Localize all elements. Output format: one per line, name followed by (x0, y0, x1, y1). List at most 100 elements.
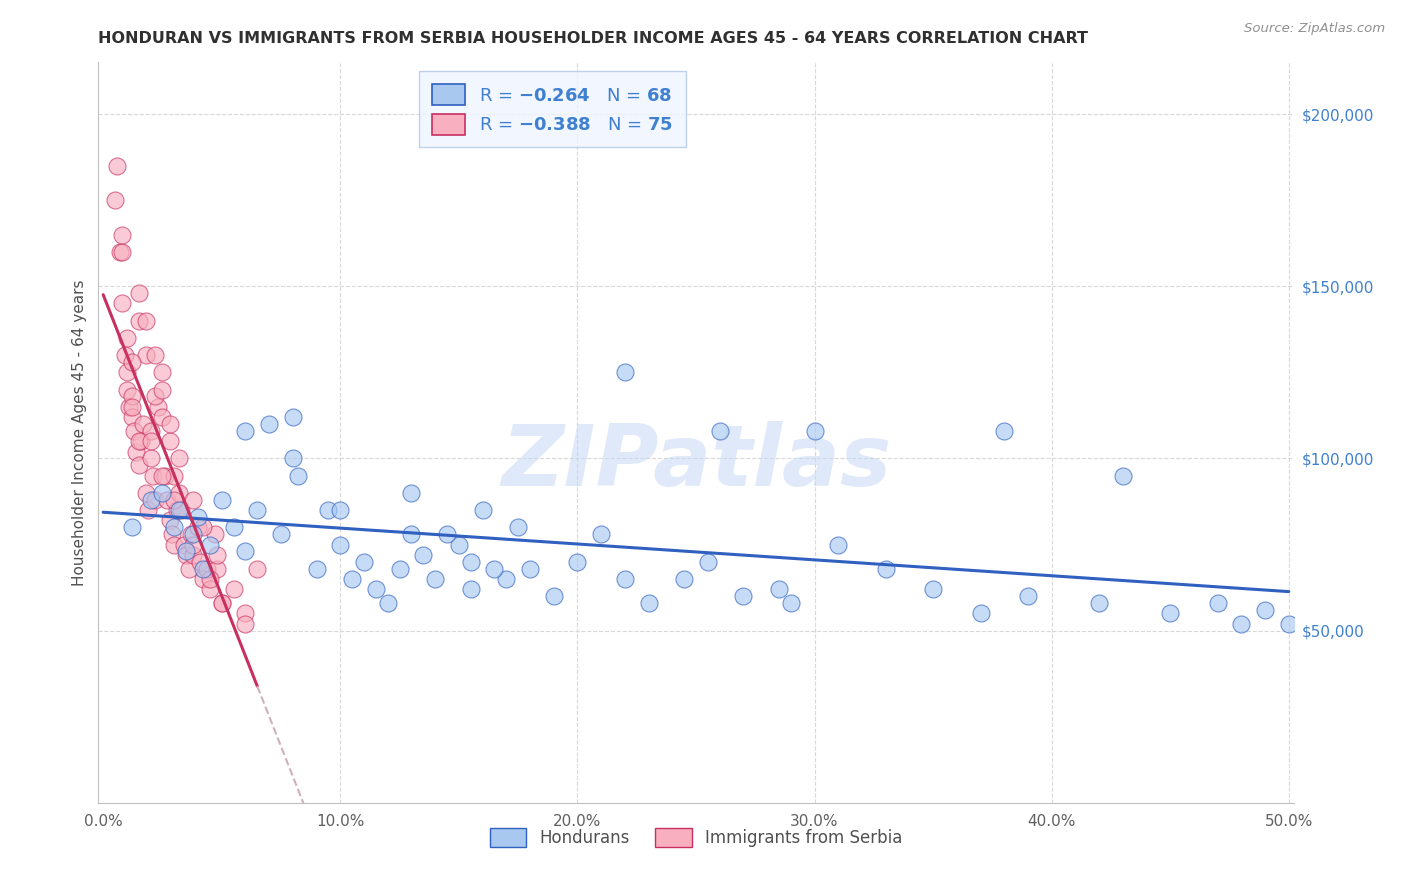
Point (1206, 596, 1229, 610)
Point (121, 410, 143, 425)
Point (128, 458, 150, 473)
Point (281, 410, 304, 425)
Point (187, 510, 209, 524)
Point (495, 572, 517, 586)
Point (125, 444, 148, 458)
Point (235, 616, 257, 631)
Point (484, 561, 506, 575)
Point (401, 527, 423, 541)
Point (153, 468, 176, 483)
Point (143, 348, 166, 362)
Point (246, 503, 269, 517)
Point (143, 389, 166, 403)
Point (567, 555, 589, 569)
Point (637, 596, 659, 610)
Point (135, 486, 157, 500)
Point (205, 548, 228, 562)
Point (135, 348, 157, 362)
Point (152, 383, 174, 397)
Point (132, 417, 155, 431)
Point (211, 596, 233, 610)
Point (235, 424, 257, 438)
Point (152, 486, 174, 500)
Point (460, 555, 482, 569)
Point (993, 424, 1015, 438)
Point (543, 589, 565, 603)
Point (167, 486, 190, 500)
Point (136, 503, 159, 517)
Point (166, 503, 188, 517)
Point (181, 492, 204, 507)
Point (198, 537, 221, 551)
Point (128, 286, 150, 301)
Point (235, 607, 257, 621)
Point (163, 520, 186, 534)
Point (287, 468, 309, 483)
Point (173, 537, 195, 551)
Point (803, 424, 825, 438)
Point (969, 607, 991, 621)
Point (139, 451, 162, 466)
Point (111, 296, 134, 310)
Point (281, 451, 304, 466)
Point (139, 424, 162, 438)
Point (129, 434, 152, 449)
Point (211, 596, 233, 610)
Point (152, 468, 174, 483)
Point (519, 561, 541, 575)
Point (135, 314, 157, 328)
Point (922, 582, 945, 597)
Text: Source: ZipAtlas.com: Source: ZipAtlas.com (1244, 22, 1385, 36)
Point (190, 555, 212, 569)
Point (146, 400, 169, 414)
Text: ZIPatlas: ZIPatlas (501, 421, 891, 504)
Point (160, 527, 183, 541)
Point (167, 451, 190, 466)
Point (108, 244, 131, 259)
Point (318, 503, 340, 517)
Point (128, 314, 150, 328)
Point (696, 555, 718, 569)
Point (508, 520, 530, 534)
Point (1017, 589, 1039, 603)
Point (163, 492, 186, 507)
Point (779, 596, 801, 610)
Point (733, 589, 755, 603)
Point (128, 434, 150, 449)
Point (159, 513, 181, 527)
Point (211, 492, 233, 507)
Point (423, 572, 446, 586)
Point (827, 537, 849, 551)
Point (401, 486, 423, 500)
Point (104, 193, 127, 207)
Point (152, 365, 174, 379)
Point (115, 365, 138, 379)
Point (353, 555, 375, 569)
Point (139, 434, 162, 449)
Point (198, 572, 221, 586)
Point (156, 492, 179, 507)
Point (181, 548, 204, 562)
Point (1254, 603, 1277, 617)
Point (143, 492, 166, 507)
Point (122, 424, 145, 438)
Point (159, 417, 181, 431)
Point (235, 544, 257, 558)
Point (121, 389, 143, 403)
Point (613, 572, 636, 586)
Point (329, 503, 352, 517)
Point (205, 561, 228, 575)
Point (111, 227, 134, 242)
Point (114, 348, 136, 362)
Point (115, 383, 138, 397)
Point (222, 520, 245, 534)
Text: HONDURAN VS IMMIGRANTS FROM SERBIA HOUSEHOLDER INCOME AGES 45 - 64 YEARS CORRELA: HONDURAN VS IMMIGRANTS FROM SERBIA HOUSE… (98, 31, 1088, 46)
Point (105, 159, 128, 173)
Point (613, 365, 636, 379)
Point (377, 596, 399, 610)
Point (388, 561, 411, 575)
Point (340, 572, 363, 586)
Point (709, 424, 731, 438)
Point (180, 527, 202, 541)
Point (181, 527, 204, 541)
